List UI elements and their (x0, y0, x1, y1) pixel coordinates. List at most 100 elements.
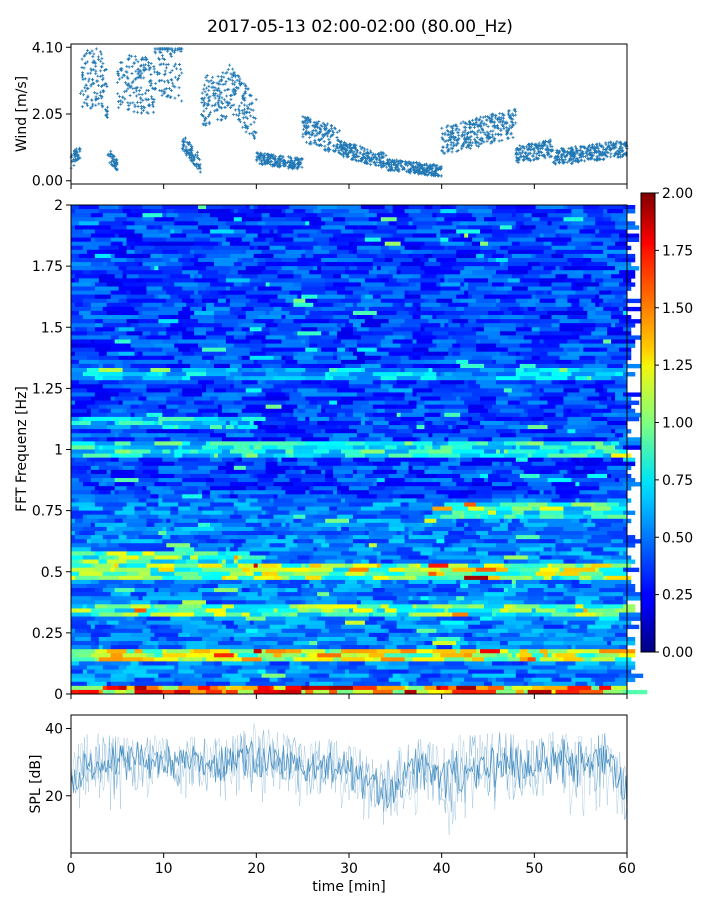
spectrogram-cell (90, 302, 108, 308)
spectrogram-cell (277, 416, 298, 422)
spectrogram-cell (607, 225, 616, 230)
spectrogram-cell (329, 319, 342, 324)
spectrogram-cell (261, 270, 278, 275)
spectrogram-cell (245, 221, 258, 226)
spectrogram-cell (142, 278, 163, 283)
wind-point (238, 83, 242, 87)
spectrogram-cell (547, 363, 560, 369)
spectrogram-cell (245, 302, 270, 308)
wind-point (432, 170, 436, 174)
spectrogram-cell (285, 420, 310, 426)
spectrogram-cell (428, 257, 437, 263)
spectrogram-cell (559, 368, 568, 373)
spectrogram-cell (412, 315, 421, 320)
wind-point (261, 153, 265, 157)
spectrogram-cell (114, 449, 119, 454)
spectrogram-cell (619, 237, 640, 242)
spectrogram-cell (507, 392, 532, 397)
wind-point (111, 156, 115, 160)
spectrogram-cell (412, 388, 433, 393)
spectrogram-cell (118, 298, 127, 304)
spectrogram-cell (468, 302, 493, 308)
spectrogram-cell (71, 343, 88, 348)
wind-point (143, 91, 147, 95)
spectrogram-cell (249, 278, 262, 283)
spectrogram-cell (71, 445, 96, 450)
wind-point (528, 145, 532, 149)
spectrogram-cell (551, 331, 572, 336)
wind-point (548, 142, 552, 146)
wind-point (345, 142, 349, 146)
spectrogram-cell (281, 457, 298, 463)
spectrogram-cell (456, 257, 477, 263)
wind-point (358, 151, 362, 155)
wind-point (460, 145, 464, 149)
spectrogram-cell (507, 270, 529, 275)
wind-point (497, 139, 501, 143)
spectrogram-cell (71, 457, 76, 463)
wind-point (539, 146, 543, 150)
spectrogram-cell (178, 408, 199, 414)
spectrogram-cell (194, 274, 199, 279)
wind-point (448, 130, 452, 134)
wind-point (166, 94, 170, 98)
spectrogram-cell (539, 388, 544, 393)
spectrogram-cell (329, 376, 334, 381)
spectrogram-cell (325, 278, 350, 283)
spectrogram-cell (293, 355, 314, 361)
wind-point (207, 80, 211, 84)
spectrogram-cell (436, 359, 457, 365)
spectrogram-cell (206, 253, 231, 259)
wind-point (85, 60, 89, 64)
spectrogram-cell (432, 331, 449, 336)
wind-point (482, 131, 486, 135)
spectrogram-cell (245, 249, 262, 255)
spectrogram-cell (476, 425, 481, 430)
spectrogram-cell (130, 363, 147, 369)
spectrogram-cell (297, 233, 310, 238)
spectrogram-cell (317, 400, 322, 405)
wind-point (266, 153, 270, 157)
spectrogram-cell (110, 347, 135, 352)
spectrogram-cell (245, 233, 258, 238)
wind-point (559, 158, 563, 162)
spectrogram-cell (495, 449, 501, 454)
spectrogram-cell (412, 221, 437, 226)
spectrogram-cell (595, 425, 600, 430)
spectrogram-cell (380, 384, 393, 389)
spectrogram-cell (213, 388, 227, 393)
wind-point (125, 70, 129, 74)
wind-point (499, 127, 503, 131)
wind-point (226, 67, 230, 71)
spectrogram-cell (102, 323, 127, 328)
spectrogram-cell (154, 225, 159, 230)
spectrogram-cell (400, 343, 413, 348)
spectrogram-cell (408, 449, 429, 454)
wind-point (101, 78, 105, 82)
spectrogram-cell (623, 294, 628, 300)
wind-point (84, 97, 88, 101)
spectrogram-cell (515, 384, 532, 389)
wind-point (339, 141, 343, 145)
spectrogram-cell (428, 425, 437, 430)
spectrogram-cell (543, 437, 560, 442)
spectrogram-cell (102, 319, 127, 324)
spectrogram-cell (313, 433, 334, 438)
spectrogram-cell (432, 225, 457, 230)
wind-point (421, 169, 425, 173)
spectrogram-cell (372, 380, 382, 385)
spectrogram-cell (404, 290, 409, 295)
spectrogram-cell (114, 217, 127, 222)
spectrogram-cell (349, 278, 366, 283)
wind-point (94, 103, 98, 107)
spectrogram-cell (559, 266, 564, 271)
spectrogram-cell (388, 233, 393, 238)
spectrogram-cell (607, 327, 624, 332)
spectrogram-cell (174, 217, 195, 222)
spectrogram-cell (619, 319, 624, 324)
spectrogram-cell (233, 310, 247, 316)
spectrogram-cell (190, 249, 195, 255)
spectrogram-cell (607, 363, 624, 369)
spectrogram-cell (448, 331, 457, 336)
spectrogram-cell (162, 302, 175, 308)
